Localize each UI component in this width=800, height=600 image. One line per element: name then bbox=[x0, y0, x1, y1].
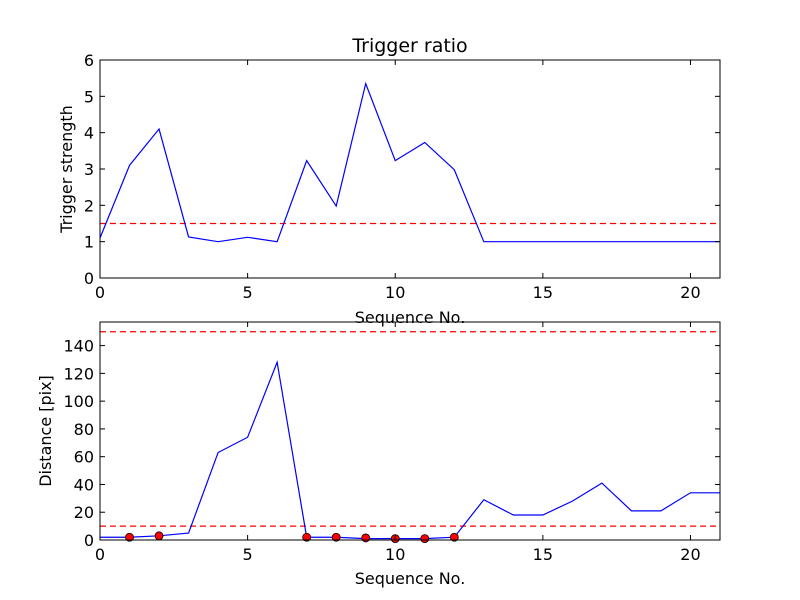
data-point bbox=[302, 532, 312, 542]
y-axis-label: Distance [pix] bbox=[36, 375, 55, 487]
series-line bbox=[99, 81, 720, 243]
y-tick-label: 0 bbox=[84, 531, 94, 550]
chart-title: Trigger ratio bbox=[351, 35, 467, 57]
y-tick-label: 2 bbox=[84, 196, 94, 215]
y-tick-label: 4 bbox=[84, 124, 94, 143]
x-tick-label: 0 bbox=[95, 283, 105, 302]
x-tick-label: 0 bbox=[95, 545, 105, 564]
x-tick-label: 15 bbox=[533, 545, 553, 564]
axis-ticks: 0 5 10 15 20 0 20 40 60 80 100 120 140 bbox=[63, 322, 720, 564]
y-tick-label: 3 bbox=[84, 160, 94, 179]
y-tick-label: 120 bbox=[63, 364, 94, 383]
plot-frame bbox=[99, 321, 721, 541]
y-tick-label: 0 bbox=[84, 269, 94, 288]
y-tick-label: 5 bbox=[84, 87, 94, 106]
x-tick-label: 5 bbox=[243, 283, 253, 302]
plot-area bbox=[99, 81, 720, 243]
y-tick-label: 20 bbox=[74, 503, 94, 522]
x-axis-label: Sequence No. bbox=[355, 569, 466, 588]
y-tick-label: 140 bbox=[63, 337, 94, 356]
y-tick-label: 80 bbox=[74, 420, 94, 439]
data-point bbox=[420, 534, 430, 544]
y-tick-label: 1 bbox=[84, 233, 94, 252]
y-tick-label: 6 bbox=[84, 51, 94, 70]
y-tick-label: 100 bbox=[63, 392, 94, 411]
x-tick-label: 10 bbox=[385, 283, 405, 302]
series-line bbox=[100, 360, 720, 540]
y-tick-label: 60 bbox=[74, 448, 94, 467]
x-tick-label: 15 bbox=[533, 283, 553, 302]
x-tick-label: 5 bbox=[243, 545, 253, 564]
plot-area bbox=[100, 331, 720, 544]
data-point bbox=[125, 532, 134, 542]
data-point bbox=[449, 532, 459, 542]
y-tick-label: 40 bbox=[74, 475, 94, 494]
x-tick-label: 10 bbox=[385, 545, 405, 564]
data-point bbox=[331, 532, 341, 542]
data-point bbox=[361, 533, 371, 543]
data-point bbox=[154, 531, 164, 541]
x-tick-label: 20 bbox=[680, 283, 700, 302]
y-axis-label: Trigger strength bbox=[57, 105, 76, 234]
axis-ticks: 0 5 10 15 20 0 1 2 3 4 5 6 bbox=[84, 51, 720, 302]
x-tick-label: 20 bbox=[680, 545, 700, 564]
x-axis-label: Sequence No. bbox=[355, 308, 466, 327]
